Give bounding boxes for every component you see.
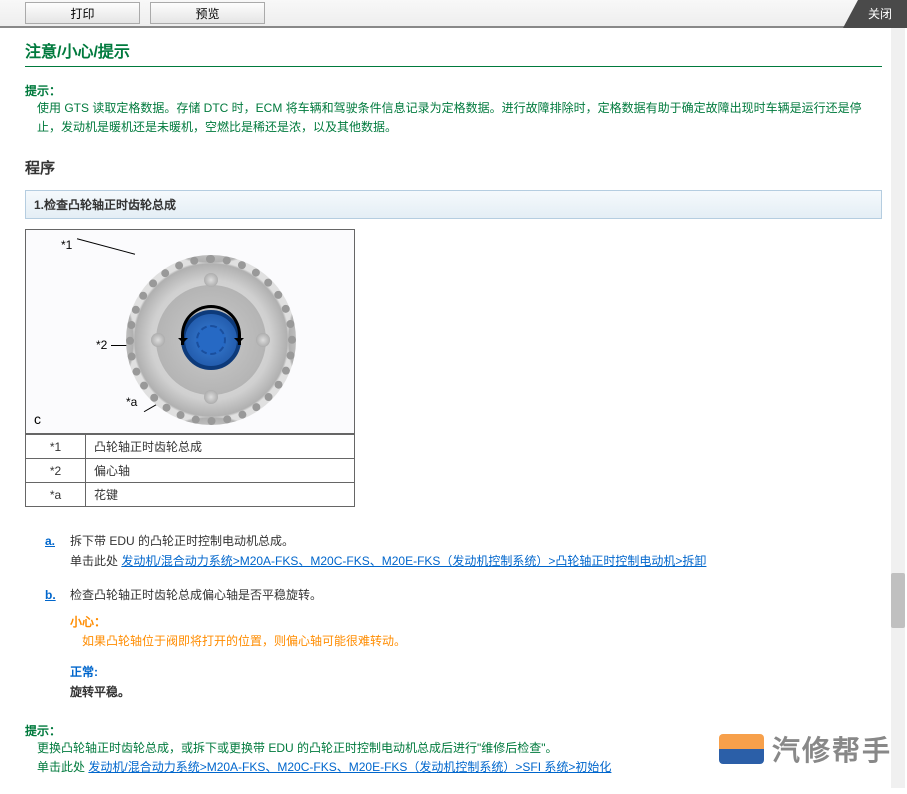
legend-key: *a [26, 483, 86, 507]
scroll-thumb[interactable] [891, 573, 905, 628]
legend-key: *1 [26, 435, 86, 459]
step-body: 拆下带 EDU 的凸轮正时控制电动机总成。 单击此处 发动机/混合动力系统>M2… [70, 532, 882, 570]
result-label: 结果: [25, 787, 882, 788]
step-body: 检查凸轮轴正时齿轮总成偏心轴是否平稳旋转。 小心： 如果凸轮轴位于阀即将打开的位… [70, 586, 882, 702]
hint-line: 更换凸轮轴正时齿轮总成，或拆下或更换带 EDU 的凸轮正时控制电动机总成后进行"… [37, 739, 882, 758]
step-text: 拆下带 EDU 的凸轮正时控制电动机总成。 [70, 532, 882, 551]
print-button[interactable]: 打印 [25, 2, 140, 24]
figure-diagram: *1 *2 *a c [25, 229, 355, 434]
nav-link[interactable]: 发动机/混合动力系统>M20A-FKS、M20C-FKS、M20E-FKS（发动… [121, 554, 706, 568]
legend-key: *2 [26, 459, 86, 483]
content-area: 注意/小心/提示 提示： 使用 GTS 读取定格数据。存储 DTC 时，ECM … [0, 28, 907, 788]
legend-val: 偏心轴 [86, 459, 355, 483]
hint-text: 使用 GTS 读取定格数据。存储 DTC 时，ECM 将车辆和驾驶条件信息记录为… [25, 99, 882, 137]
step-letter: a. [45, 532, 70, 570]
normal-label: 正常: [70, 663, 882, 682]
preview-button[interactable]: 预览 [150, 2, 265, 24]
normal-text: 旋转平稳。 [70, 683, 882, 702]
gear-icon [126, 255, 296, 425]
click-prefix: 单击此处 [37, 760, 85, 774]
hint-block-2: 提示： 更换凸轮轴正时齿轮总成，或拆下或更换带 EDU 的凸轮正时控制电动机总成… [25, 722, 882, 777]
corner-label: c [34, 411, 41, 427]
normal-block: 正常: 旋转平稳。 [70, 663, 882, 701]
legend-val: 凸轮轴正时齿轮总成 [86, 435, 355, 459]
sub-steps: a. 拆下带 EDU 的凸轮正时控制电动机总成。 单击此处 发动机/混合动力系统… [45, 532, 882, 701]
callout-line [77, 239, 135, 255]
click-prefix: 单击此处 [70, 554, 118, 568]
close-button[interactable]: 关闭 [843, 0, 907, 28]
nav-link[interactable]: 发动机/混合动力系统>M20A-FKS、M20C-FKS、M20E-FKS（发动… [88, 760, 611, 774]
scrollbar[interactable] [891, 28, 905, 788]
hint-label: 提示： [25, 82, 882, 99]
caution-text: 如果凸轮轴位于阀即将打开的位置，则偏心轴可能很难转动。 [70, 632, 882, 651]
caution-label: 小心： [70, 613, 882, 632]
section-title: 注意/小心/提示 [25, 38, 882, 67]
toolbar: 打印 预览 关闭 [0, 0, 907, 28]
table-row: *a花键 [26, 483, 355, 507]
table-row: *1凸轮轴正时齿轮总成 [26, 435, 355, 459]
caution-block: 小心： 如果凸轮轴位于阀即将打开的位置，则偏心轴可能很难转动。 [70, 613, 882, 651]
hint-block-1: 提示： 使用 GTS 读取定格数据。存储 DTC 时，ECM 将车辆和驾驶条件信… [25, 82, 882, 137]
legend-table: *1凸轮轴正时齿轮总成 *2偏心轴 *a花键 [25, 434, 355, 507]
step-letter: b. [45, 586, 70, 702]
callout-2: *2 [96, 338, 107, 352]
callout-1: *1 [61, 238, 72, 252]
legend-val: 花键 [86, 483, 355, 507]
hint-link-line: 单击此处 发动机/混合动力系统>M20A-FKS、M20C-FKS、M20E-F… [37, 758, 882, 777]
sub-step-b: b. 检查凸轮轴正时齿轮总成偏心轴是否平稳旋转。 小心： 如果凸轮轴位于阀即将打… [45, 586, 882, 702]
step-text: 检查凸轮轴正时齿轮总成偏心轴是否平稳旋转。 [70, 586, 882, 605]
step-link-line: 单击此处 发动机/混合动力系统>M20A-FKS、M20C-FKS、M20E-F… [70, 552, 882, 571]
hint-label: 提示： [25, 722, 882, 739]
hint-text: 更换凸轮轴正时齿轮总成，或拆下或更换带 EDU 的凸轮正时控制电动机总成后进行"… [25, 739, 882, 777]
table-row: *2偏心轴 [26, 459, 355, 483]
sub-step-a: a. 拆下带 EDU 的凸轮正时控制电动机总成。 单击此处 发动机/混合动力系统… [45, 532, 882, 570]
procedure-title: 程序 [25, 157, 882, 178]
step-1-header: 1.检查凸轮轴正时齿轮总成 [25, 190, 882, 219]
